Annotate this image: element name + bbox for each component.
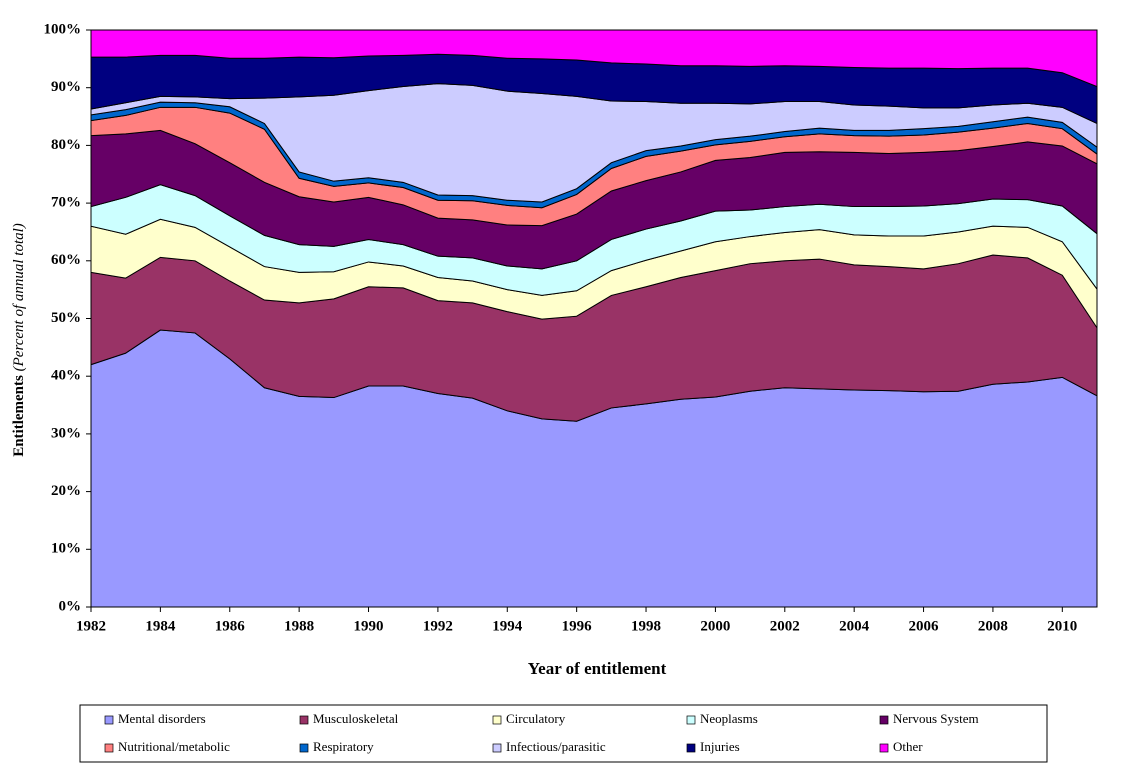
x-tick-label: 2004 bbox=[839, 618, 870, 634]
x-axis-label: Year of entitlement bbox=[528, 659, 667, 678]
x-tick-label: 1982 bbox=[76, 618, 106, 634]
x-tick-label: 1998 bbox=[631, 618, 661, 634]
y-tick-label: 80% bbox=[51, 137, 81, 153]
legend-label: Other bbox=[893, 739, 923, 754]
legend-swatch bbox=[299, 743, 309, 753]
legend-swatch bbox=[686, 743, 696, 753]
y-tick-label: 100% bbox=[44, 21, 82, 37]
legend-label: Mental disorders bbox=[118, 711, 206, 726]
y-tick-label: 90% bbox=[51, 79, 81, 95]
x-tick-label: 1990 bbox=[354, 618, 384, 634]
legend-label: Respiratory bbox=[313, 739, 374, 754]
x-tick-label: 2002 bbox=[770, 618, 800, 634]
legend-label: Injuries bbox=[700, 739, 740, 754]
legend-label: Nutritional/metabolic bbox=[118, 739, 230, 754]
legend-label: Infectious/parasitic bbox=[506, 739, 606, 754]
legend-label: Neoplasms bbox=[700, 711, 758, 726]
x-tick-label: 1996 bbox=[562, 618, 593, 634]
legend-swatch bbox=[299, 715, 309, 725]
legend-label: Nervous System bbox=[893, 711, 979, 726]
y-tick-label: 50% bbox=[51, 310, 81, 326]
y-tick-label: 10% bbox=[51, 541, 81, 557]
x-tick-label: 2008 bbox=[978, 618, 1008, 634]
y-axis-label-main: Entitlements bbox=[11, 375, 27, 457]
legend-label: Musculoskeletal bbox=[313, 711, 399, 726]
legend-box bbox=[79, 704, 1048, 763]
y-axis-label-unit: (Percent of annual total) bbox=[11, 223, 27, 371]
x-tick-label: 1988 bbox=[284, 618, 314, 634]
y-tick-label: 60% bbox=[51, 252, 81, 268]
x-tick-label: 1984 bbox=[145, 618, 176, 634]
y-tick-label: 0% bbox=[59, 598, 82, 614]
y-axis-label: Entitlements (Percent of annual total) bbox=[11, 223, 27, 457]
legend-swatch bbox=[492, 743, 502, 753]
y-tick-label: 40% bbox=[51, 368, 81, 384]
x-tick-label: 2000 bbox=[700, 618, 730, 634]
y-tick-label: 20% bbox=[51, 483, 81, 499]
x-tick-label: 1986 bbox=[215, 618, 246, 634]
legend-swatch bbox=[492, 715, 502, 725]
x-tick-label: 2006 bbox=[909, 618, 940, 634]
x-tick-label: 1992 bbox=[423, 618, 453, 634]
y-tick-label: 70% bbox=[51, 195, 81, 211]
legend-swatch bbox=[879, 715, 889, 725]
legend-swatch bbox=[879, 743, 889, 753]
legend-swatch bbox=[104, 743, 114, 753]
x-tick-label: 2010 bbox=[1047, 618, 1077, 634]
y-tick-label: 30% bbox=[51, 425, 81, 441]
x-tick-label: 1994 bbox=[492, 618, 523, 634]
legend-swatch bbox=[104, 715, 114, 725]
legend-swatch bbox=[686, 715, 696, 725]
legend-label: Circulatory bbox=[506, 711, 566, 726]
area bbox=[90, 29, 1098, 88]
